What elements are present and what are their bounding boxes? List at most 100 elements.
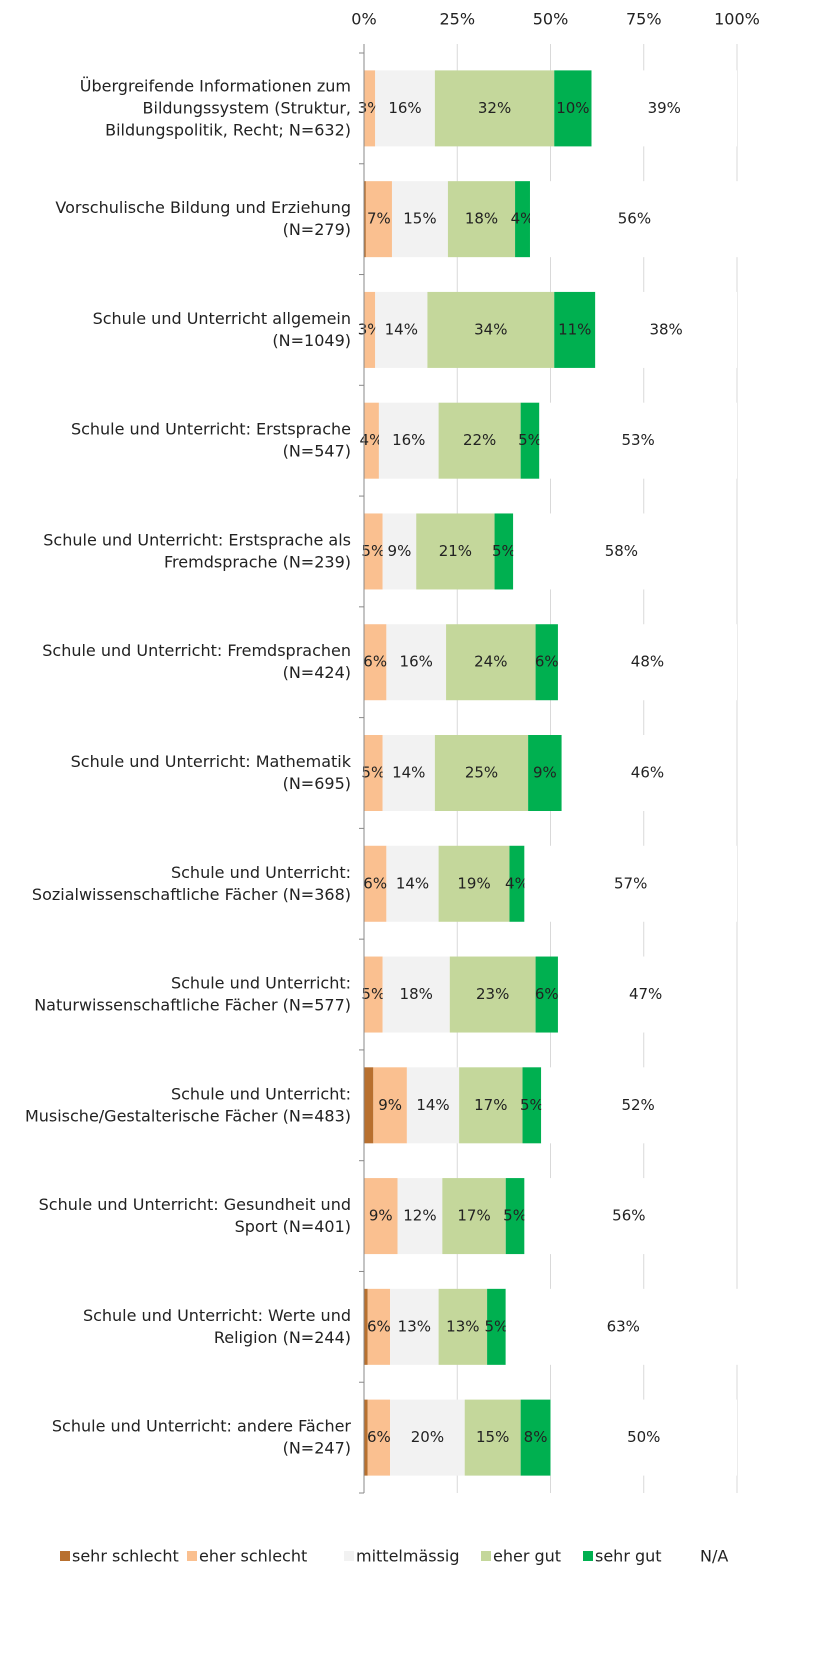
bar-segment [535, 624, 558, 701]
bar-segment [365, 181, 392, 258]
bar-segment [364, 291, 376, 368]
bar-segment [515, 181, 530, 258]
category-line: Schule und Unterricht: Erstsprache [71, 419, 351, 438]
data-label: 9% [369, 1207, 393, 1225]
data-label: 5% [492, 542, 516, 560]
data-label: 20% [411, 1428, 444, 1446]
bar-segment [438, 845, 510, 922]
bar-segment [459, 1067, 523, 1144]
data-label: 10% [556, 99, 589, 117]
data-label: 53% [621, 431, 654, 449]
data-label: 25% [465, 764, 498, 782]
category-label: Schule und Unterricht: Fremdsprachen (N=4… [42, 641, 351, 682]
bar-segment [378, 402, 439, 479]
data-label: 14% [385, 320, 418, 338]
category-label: Schule und Unterricht: Erstsprache als Fr… [43, 530, 351, 571]
bar-segment [541, 1067, 736, 1144]
bar-segment [364, 70, 376, 147]
data-label: 13% [398, 1317, 431, 1335]
category-line: (N=695) [283, 774, 351, 793]
legend-swatch [60, 1551, 70, 1561]
bar-segment [529, 181, 739, 258]
bar-segment [386, 845, 439, 922]
category-label: Schule und Unterricht: Mathematik (N=695) [71, 752, 352, 793]
data-label: 17% [474, 1096, 507, 1114]
data-label: 63% [607, 1317, 640, 1335]
data-label: 48% [631, 653, 664, 671]
data-label: 14% [396, 874, 429, 892]
bar-segment [557, 624, 737, 701]
data-label: 57% [614, 874, 647, 892]
bar-segment [373, 1067, 407, 1144]
data-label: 6% [367, 1317, 391, 1335]
data-label: 46% [631, 764, 664, 782]
data-label: 6% [363, 653, 387, 671]
bar-segment [397, 1178, 443, 1255]
data-label: 6% [363, 874, 387, 892]
bar-segment [364, 513, 383, 590]
bar-segment [550, 1399, 737, 1476]
legend-label: sehr schlecht [72, 1547, 179, 1566]
category-line: (N=547) [283, 441, 351, 460]
bar-segment [494, 513, 514, 590]
data-label: 18% [400, 985, 433, 1003]
bar-segment [364, 181, 366, 258]
bar-segment [505, 1288, 741, 1365]
bar-segment [390, 1288, 439, 1365]
bar-segment [375, 291, 428, 368]
bar-segment [427, 291, 555, 368]
bar-segment [524, 845, 737, 922]
data-label: 58% [605, 542, 638, 560]
category-label: Schule und Unterricht: Sozialwissenschaft… [32, 862, 351, 903]
category-line: Schule und Unterricht allgemein [93, 308, 351, 327]
data-label: 39% [648, 99, 681, 117]
category-line: Sozialwissenschaftliche Fächer (N=368) [32, 884, 351, 903]
bar-segment [561, 735, 734, 811]
data-label: 6% [367, 1428, 391, 1446]
bar-segment [447, 181, 516, 258]
bar-segment [386, 624, 447, 701]
bar-segment [554, 70, 592, 147]
data-label: 34% [474, 320, 507, 338]
legend-label: N/A [700, 1547, 728, 1566]
data-label: 15% [403, 210, 436, 228]
bar-segment [446, 624, 536, 701]
bar-segment [442, 1178, 506, 1255]
category-line: Schule und Unterricht: Gesundheit und [39, 1195, 351, 1214]
bar-segment [464, 1399, 521, 1476]
data-label: 14% [392, 764, 425, 782]
data-label: 9% [378, 1096, 402, 1114]
category-line: Bildungssystem (Struktur, [143, 98, 351, 117]
bar-segment [524, 1178, 734, 1255]
bar-segment [364, 1067, 374, 1144]
data-label: 4% [505, 874, 529, 892]
category-line: Schule und Unterricht: Mathematik [71, 752, 352, 771]
data-label: 21% [439, 542, 472, 560]
bar-segment [367, 1399, 391, 1476]
category-label: Schule und Unterricht: Gesundheit und Spo… [39, 1195, 351, 1236]
data-label: 56% [618, 210, 651, 228]
bar-segment [449, 956, 536, 1033]
bar-segment [509, 845, 525, 922]
data-label: 5% [518, 431, 542, 449]
legend-swatch [187, 1551, 197, 1561]
data-label: 11% [558, 320, 591, 338]
bar-segment [554, 291, 596, 368]
legend-label: eher schlecht [199, 1547, 307, 1566]
data-label: 9% [388, 542, 412, 560]
data-label: 23% [476, 985, 509, 1003]
bar-segment [364, 1288, 368, 1365]
data-label: 32% [478, 99, 511, 117]
data-label: 5% [361, 542, 385, 560]
bar-segment [416, 513, 495, 590]
category-line: (N=424) [283, 663, 351, 682]
legend-swatch [481, 1551, 491, 1561]
bar-segment [364, 845, 387, 922]
bar-segment [487, 1288, 506, 1365]
data-label: 52% [621, 1096, 654, 1114]
bar-segment [595, 291, 737, 368]
bar-segment [406, 1067, 460, 1144]
category-label: Schule und Unterricht: andere Fächer (N=2… [52, 1416, 352, 1457]
data-label: 13% [446, 1317, 479, 1335]
